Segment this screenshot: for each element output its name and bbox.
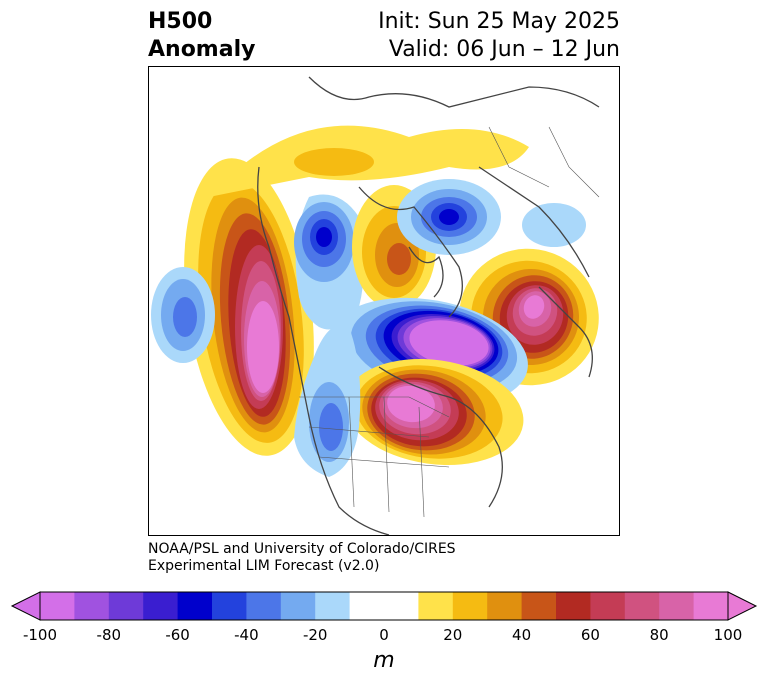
political-borders [299, 126, 600, 518]
colorbar-swatch [177, 592, 213, 620]
colorbar-swatch [659, 592, 695, 620]
trough-greenland-baffin [397, 179, 586, 255]
colorbar-extend-high [727, 591, 758, 621]
colorbar-swatch [246, 592, 282, 620]
colorbar-swatch [693, 592, 729, 620]
map-frame [148, 66, 620, 536]
colorbar-swatch [418, 592, 454, 620]
colorbar-swatch [624, 592, 660, 620]
trough-western-us [294, 325, 361, 477]
colorbar-swatch [143, 592, 179, 620]
colorbar-swatch [40, 592, 75, 620]
colorbar-tick-label: 20 [443, 626, 463, 644]
colorbar-frame [39, 591, 729, 621]
colorbar-swatch [280, 592, 316, 620]
colorbar-unit: m [373, 648, 395, 673]
colorbar-tick-label: 60 [580, 626, 600, 644]
valid-label: Valid: 06 Jun – 12 Jun [388, 37, 620, 62]
title-left: H500 Anomaly [148, 8, 255, 64]
colorbar-tick-label: 40 [512, 626, 532, 644]
colorbar-tick-label: -60 [165, 626, 190, 644]
title-right: Init: Sun 25 May 2025 Valid: 06 Jun – 12… [378, 8, 620, 64]
trough-central-pacific [151, 267, 215, 363]
variable-label: H500 [148, 9, 213, 34]
colorbar-swatch [108, 592, 144, 620]
colorbar-tick-label: -20 [302, 626, 328, 644]
field-label: Anomaly [148, 37, 256, 62]
credit-line-1: NOAA/PSL and University of Colorado/CIRE… [148, 541, 456, 557]
colorbar-swatch [590, 592, 626, 620]
colorbar-swatch [521, 592, 557, 620]
ridge-eastern-pacific [184, 158, 314, 456]
colorbar-swatch [315, 592, 351, 620]
colorbar-swatch [212, 592, 247, 620]
colorbar-tick-label: 100 [713, 626, 743, 644]
colorbar [10, 590, 758, 628]
colorbar-swatch [384, 592, 419, 620]
anomaly-map [151, 76, 600, 535]
colorbar-swatch [452, 592, 488, 620]
credit-line-2: Experimental LIM Forecast (v2.0) [148, 558, 380, 574]
colorbar-ticks: -100 -80 -60 -40 -20 0 20 40 60 80 100 [0, 626, 768, 646]
colorbar-tick-label: -80 [96, 626, 122, 644]
colorbar-swatch [487, 592, 523, 620]
colorbar-tick-label: -40 [234, 626, 259, 644]
colorbar-swatch [349, 592, 385, 620]
ridge-northern-canada [209, 125, 529, 197]
colorbar-tick-label: -100 [22, 626, 58, 644]
colorbar-scale [10, 591, 758, 621]
init-label: Init: Sun 25 May 2025 [378, 9, 620, 34]
colorbar-tick-label: 0 [379, 626, 389, 644]
colorbar-swatch [74, 592, 110, 620]
colorbar-tick-label: 80 [649, 626, 669, 644]
colorbar-extend-low [10, 591, 41, 621]
coastlines [257, 76, 600, 535]
trough-alaska-yukon [294, 194, 364, 330]
colorbar-swatch [556, 592, 591, 620]
credit: NOAA/PSL and University of Colorado/CIRE… [148, 541, 456, 575]
